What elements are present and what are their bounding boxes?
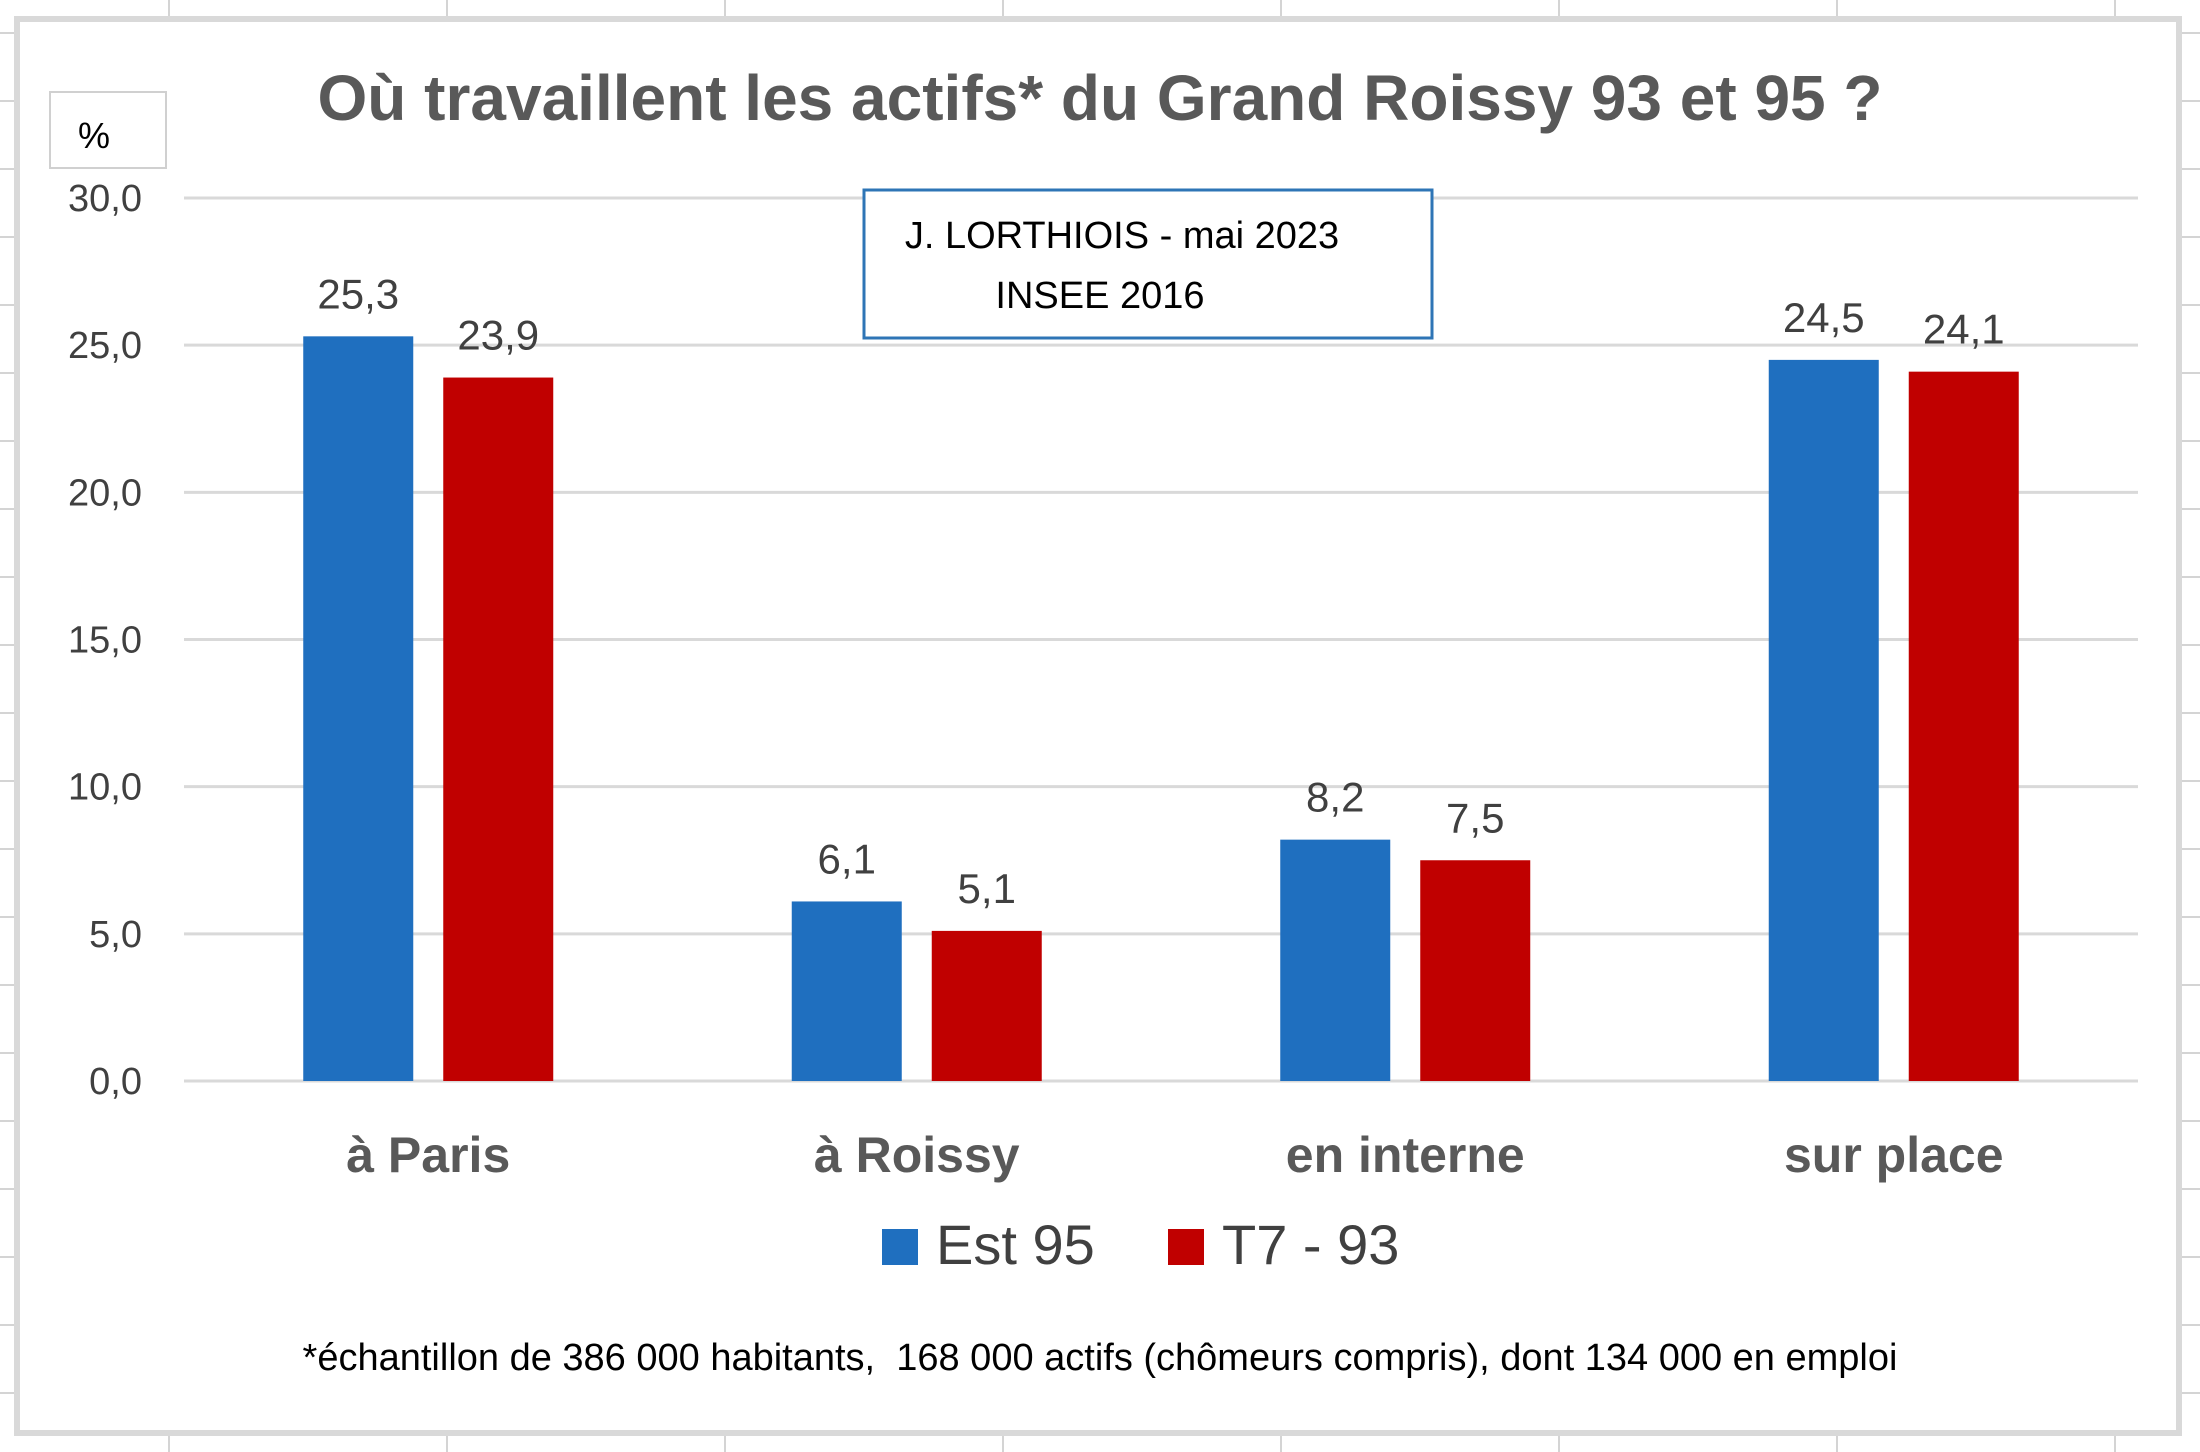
legend-swatch (1168, 1229, 1204, 1265)
y-axis: 0,0 5,0 10,0 15,0 20,0 25,0 30,0 (68, 178, 142, 1103)
data-label: 24,5 (1783, 294, 1865, 341)
bar (791, 901, 902, 1081)
bars (303, 336, 2019, 1082)
legend-swatch (882, 1229, 918, 1265)
y-tick-label: 5,0 (89, 914, 142, 956)
data-label: 7,5 (1446, 794, 1504, 841)
data-labels: 25,3 23,9 6,1 5,1 8,2 7,5 24,5 24,1 (317, 270, 2004, 912)
bar (931, 930, 1042, 1081)
bar (1420, 860, 1531, 1081)
x-axis: à Paris à Roissy en interne sur place (346, 1127, 2003, 1183)
data-label: 5,1 (958, 865, 1016, 912)
x-tick-label: en interne (1286, 1127, 1525, 1183)
x-tick-label: sur place (1784, 1127, 2004, 1183)
bar (1280, 839, 1391, 1081)
data-label: 8,2 (1306, 774, 1364, 821)
bar (443, 377, 554, 1081)
annotation-line-source: INSEE 2016 (995, 275, 1204, 317)
y-unit-label: % (78, 115, 110, 156)
data-label: 23,9 (457, 312, 539, 359)
data-label: 25,3 (317, 270, 399, 317)
y-tick-label: 25,0 (68, 325, 142, 367)
data-label: 24,1 (1923, 306, 2005, 353)
y-tick-label: 20,0 (68, 472, 142, 514)
y-tick-label: 30,0 (68, 178, 142, 220)
bar (1908, 371, 2019, 1081)
bar (303, 336, 414, 1081)
x-tick-label: à Paris (346, 1127, 510, 1183)
chart-title: Où travaillent les actifs* du Grand Rois… (318, 62, 1883, 134)
legend-label: Est 95 (936, 1213, 1095, 1276)
y-tick-label: 10,0 (68, 767, 142, 809)
legend-label: T7 - 93 (1222, 1213, 1399, 1276)
data-label: 6,1 (818, 835, 876, 882)
y-tick-label: 0,0 (89, 1061, 142, 1103)
bar (1768, 359, 1879, 1082)
annotation-line-author: J. LORTHIOIS - mai 2023 (905, 215, 1339, 257)
annotation-box (862, 188, 1434, 340)
footnote: *échantillon de 386 000 habitants, 168 0… (303, 1337, 1898, 1379)
legend: Est 95 T7 - 93 (882, 1213, 1399, 1276)
y-tick-label: 15,0 (68, 620, 142, 662)
unit-box (49, 91, 167, 169)
x-tick-label: à Roissy (814, 1127, 1020, 1183)
